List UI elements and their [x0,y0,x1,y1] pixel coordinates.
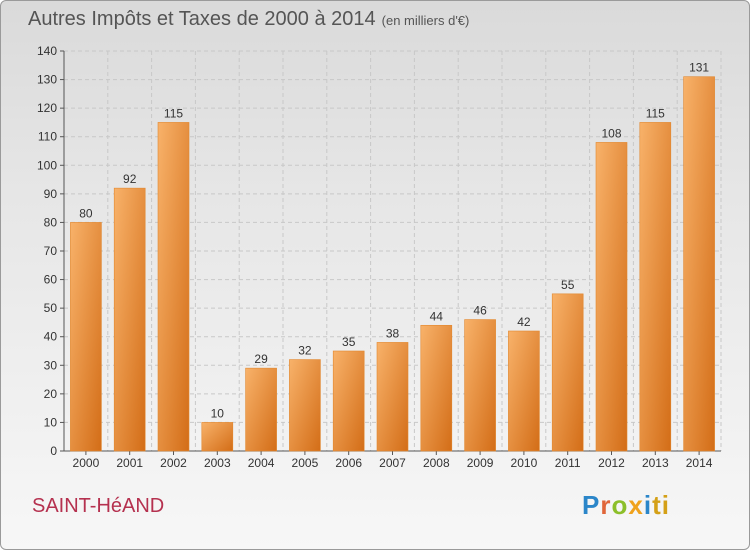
data-label: 10 [211,406,225,420]
labels: 0 10 20 30 40 50 60 70 80 90 100 110 120 130 140 80 2000… [37,44,713,470]
data-label: 42 [517,315,531,329]
bar [420,324,453,452]
data-label: 32 [298,344,312,358]
data-label: 115 [646,106,665,120]
data-label: 46 [473,304,487,318]
x-tick-label: 2010 [511,456,538,470]
y-tick-label: 0 [50,444,57,458]
y-tick-label: 50 [44,301,58,315]
data-label: 131 [689,61,709,75]
bar [683,76,715,452]
x-tick-label: 2004 [248,456,275,470]
commune-name: SAINT-HéAND [32,495,165,517]
y-tick-label: 10 [44,415,58,429]
x-tick-label: 2011 [555,456,581,470]
bar [289,359,321,452]
logo-letter: i [643,490,653,520]
data-label: 115 [164,106,183,120]
x-tick-label: 2012 [598,456,625,470]
y-tick-label: 110 [38,130,57,144]
x-tick-label: 2008 [423,456,450,470]
y-tick-label: 70 [44,244,58,258]
y-tick-label: 140 [37,44,57,58]
data-label: 44 [430,309,444,323]
bar [245,367,277,452]
data-label: 92 [123,172,137,186]
bars [70,76,715,452]
x-tick-label: 2000 [73,456,100,470]
x-tick-label: 2009 [467,456,494,470]
y-tick-label: 60 [44,273,58,287]
bar [157,122,190,452]
x-tick-label: 2013 [642,456,669,470]
logo-letter: ti [652,490,670,520]
data-label: 35 [342,335,356,349]
bar [551,293,584,452]
y-tick-label: 20 [44,387,58,401]
y-tick-label: 100 [37,158,57,172]
y-tick-label: 80 [44,215,58,229]
bar [639,122,672,452]
logo-letter: x [628,490,644,520]
bar [70,222,102,452]
y-tick-label: 40 [44,330,58,344]
bar [376,342,409,452]
bar [464,319,496,452]
x-tick-label: 2005 [292,456,319,470]
chart-title-text: Autres Impôts et Taxes de 2000 à 2014 [28,8,376,30]
bar [332,350,365,452]
x-tick-label: 2006 [335,456,362,470]
y-tick-label: 90 [44,187,58,201]
x-tick-label: 2007 [379,456,406,470]
chart-title: Autres Impôts et Taxes de 2000 à 2014 (en… [28,8,469,31]
data-label: 38 [386,326,400,340]
data-label: 80 [79,206,93,220]
chart-subtitle: (en milliers d'€) [381,13,470,28]
logo-letter: r [600,490,612,520]
bar [113,187,146,452]
bar [595,142,628,452]
x-tick-label: 2001 [116,456,143,470]
x-tick-label: 2002 [160,456,187,470]
bar [201,422,234,452]
logo-letter: P [582,490,601,520]
logo-letter: o [611,490,629,520]
y-tick-label: 30 [44,358,58,372]
x-tick-label: 2014 [686,456,713,470]
data-label: 108 [601,126,621,140]
bar [508,330,540,452]
data-label: 29 [254,352,268,366]
proxiti-logo: Proxiti [582,490,670,521]
y-tick-label: 120 [37,101,57,115]
data-label: 55 [561,278,575,292]
y-tick-label: 130 [37,73,57,87]
x-tick-label: 2003 [204,456,231,470]
